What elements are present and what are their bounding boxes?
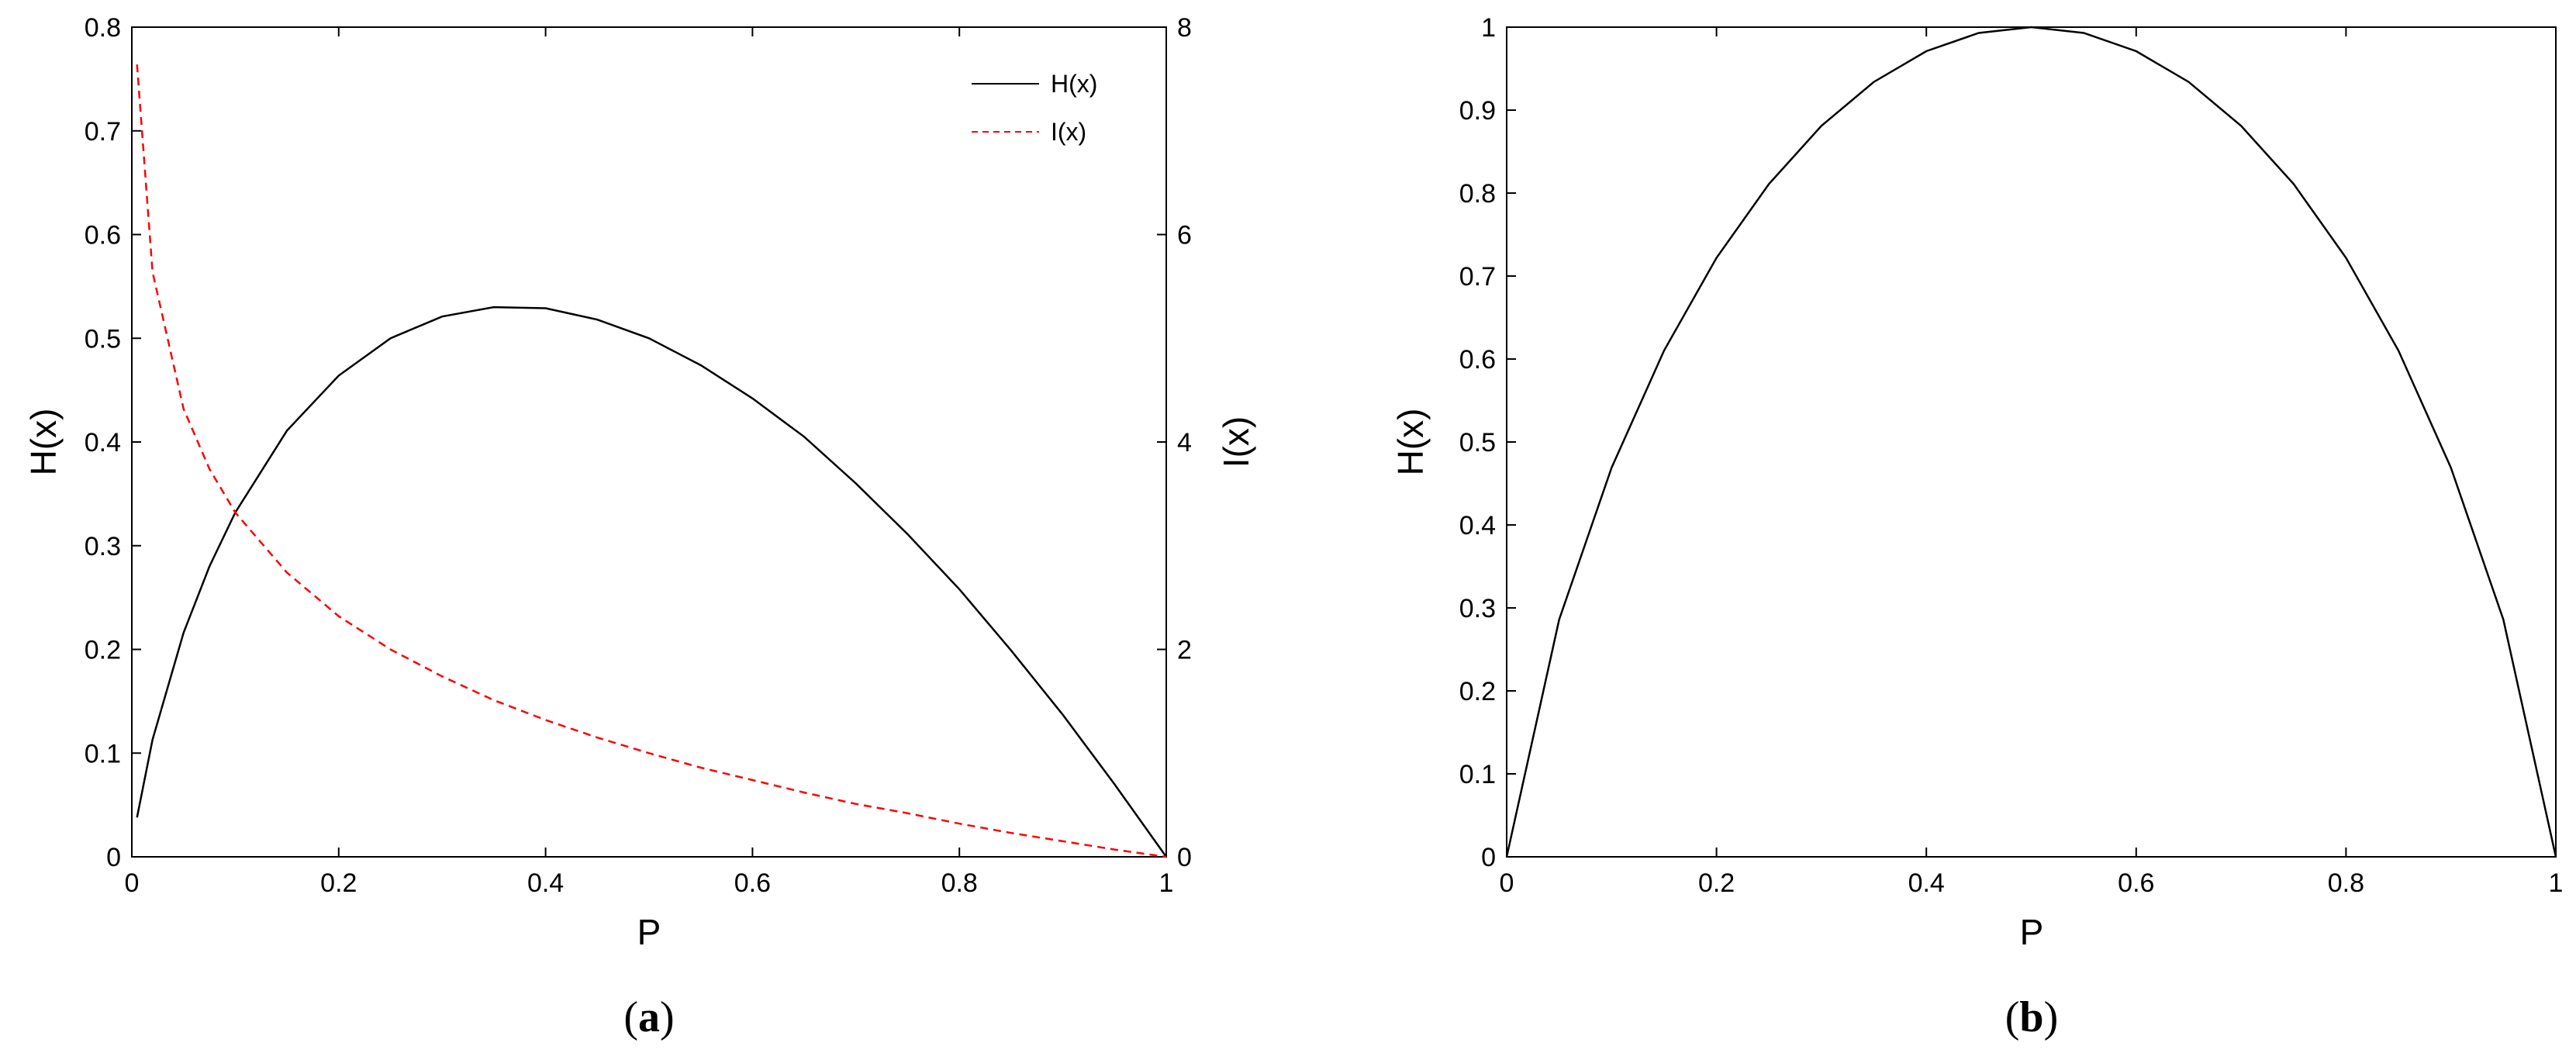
panel-a-y-right-tick-label: 8 (1177, 13, 1192, 43)
panel-a-x-tick-label: 0.2 (320, 868, 357, 898)
panel-a-caption: (a) (623, 993, 674, 1041)
panel-a-y-left-tick-label: 0.4 (85, 428, 121, 457)
panel-a-y-left-tick-label: 0.8 (85, 13, 121, 43)
panel-a-y-right-tick-label: 0 (1177, 843, 1192, 872)
panel-a-y-left-tick-label: 0.5 (85, 324, 121, 354)
series-h-line (136, 306, 1168, 858)
panel-b-x-tick-label: 0 (1500, 868, 1514, 898)
series-i-line (136, 64, 1167, 858)
panel-b-y-tick-label: 0.6 (1459, 345, 1496, 375)
panel-a-y-right-tick-label: 6 (1177, 221, 1192, 250)
panel-a-y-axis-label-right: I(x) (1216, 416, 1256, 468)
panel-a-chart: 0 0.2 0.4 0.6 0.8 1 0 0.1 0.2 0.3 0.4 0.5 0.6 0.7 0.8… (23, 13, 1256, 1041)
panel-b-chart: 0 0.2 0.4 0.6 0.8 1 0 0.1 0.2 0.3 0.4 0.5 0.6 0.7 0.8… (1390, 13, 2563, 1041)
panel-a-x-tick-label: 0.8 (941, 868, 978, 898)
legend-label-h: H(x) (1051, 70, 1097, 98)
panel-b-plot-frame (1506, 26, 2557, 858)
panel-b-x-tick-label: 0.4 (1908, 868, 1945, 898)
panel-b-caption-letter: b (2019, 993, 2043, 1041)
panel-a-y-left-tick-label: 0.7 (85, 117, 121, 147)
panel-a-series (136, 64, 1168, 858)
panel-a-x-tick-label: 1 (1159, 868, 1174, 898)
panel-a-y-left-tick-label: 0.2 (85, 636, 121, 665)
panel-b-y-tick-label: 0 (1481, 843, 1496, 872)
panel-b-x-tick-label: 0.2 (1698, 868, 1735, 898)
panel-b-x-tick-label: 0.8 (2328, 868, 2364, 898)
panel-b-y-tick-label: 0.5 (1459, 428, 1496, 457)
panel-b-y-tick-label: 0.1 (1459, 760, 1496, 789)
panel-b-x-tick-label: 0.6 (2118, 868, 2154, 898)
panel-b-y-tick-label: 0.4 (1459, 511, 1496, 540)
panel-a-y-right-tick-label: 4 (1177, 428, 1192, 457)
panel-b-y-axis-label: H(x) (1390, 409, 1431, 476)
panel-a-y-right-tick-label: 2 (1177, 636, 1192, 665)
panel-a-plot-frame (131, 26, 1167, 858)
panel-b-y-tick-label: 0.8 (1459, 179, 1496, 209)
panel-b-series (1505, 26, 2557, 858)
panel-a-y-left-tick-label: 0.3 (85, 532, 121, 561)
panel-a-y-left-tick-label: 0.6 (85, 221, 121, 250)
panel-b-y-tick-label: 0.9 (1459, 96, 1496, 126)
panel-b-y-tick-label: 1 (1481, 13, 1496, 43)
series-binary-entropy-line (1505, 26, 2557, 858)
panel-b-x-ticks: 0 0.2 0.4 0.6 0.8 1 (1500, 27, 2564, 898)
panel-a-y-axis-label-left: H(x) (23, 409, 64, 476)
panel-a-y-ticks-left: 0 0.1 0.2 0.3 0.4 0.5 0.6 0.7 0.8 (85, 13, 141, 872)
legend-label-i: I(x) (1051, 118, 1086, 146)
panel-b-y-tick-label: 0.7 (1459, 262, 1496, 292)
panel-b-caption: (b) (2005, 993, 2058, 1041)
panel-a-legend: H(x) I(x) (972, 70, 1097, 146)
panel-b-y-tick-label: 0.3 (1459, 594, 1496, 623)
panel-b-y-tick-label: 0.2 (1459, 677, 1496, 706)
panel-a-y-left-tick-label: 0.1 (85, 739, 121, 768)
panel-b-x-axis-label: P (2020, 912, 2044, 952)
panel-a-caption-letter: a (638, 993, 660, 1041)
panel-a-x-tick-label: 0.6 (734, 868, 771, 898)
panel-b-y-ticks: 0 0.1 0.2 0.3 0.4 0.5 0.6 0.7 0.8 0.9 1 (1459, 13, 1516, 872)
panel-a-y-ticks-right: 0 2 4 6 8 (1157, 13, 1192, 872)
panel-a-x-tick-label: 0 (125, 868, 140, 898)
panel-a-x-ticks: 0 0.2 0.4 0.6 0.8 1 (125, 27, 1174, 898)
panel-b-x-tick-label: 1 (2549, 868, 2564, 898)
panel-a-y-left-tick-label: 0 (106, 843, 121, 872)
panel-a-x-axis-label: P (637, 912, 661, 952)
panel-a-x-tick-label: 0.4 (527, 868, 564, 898)
